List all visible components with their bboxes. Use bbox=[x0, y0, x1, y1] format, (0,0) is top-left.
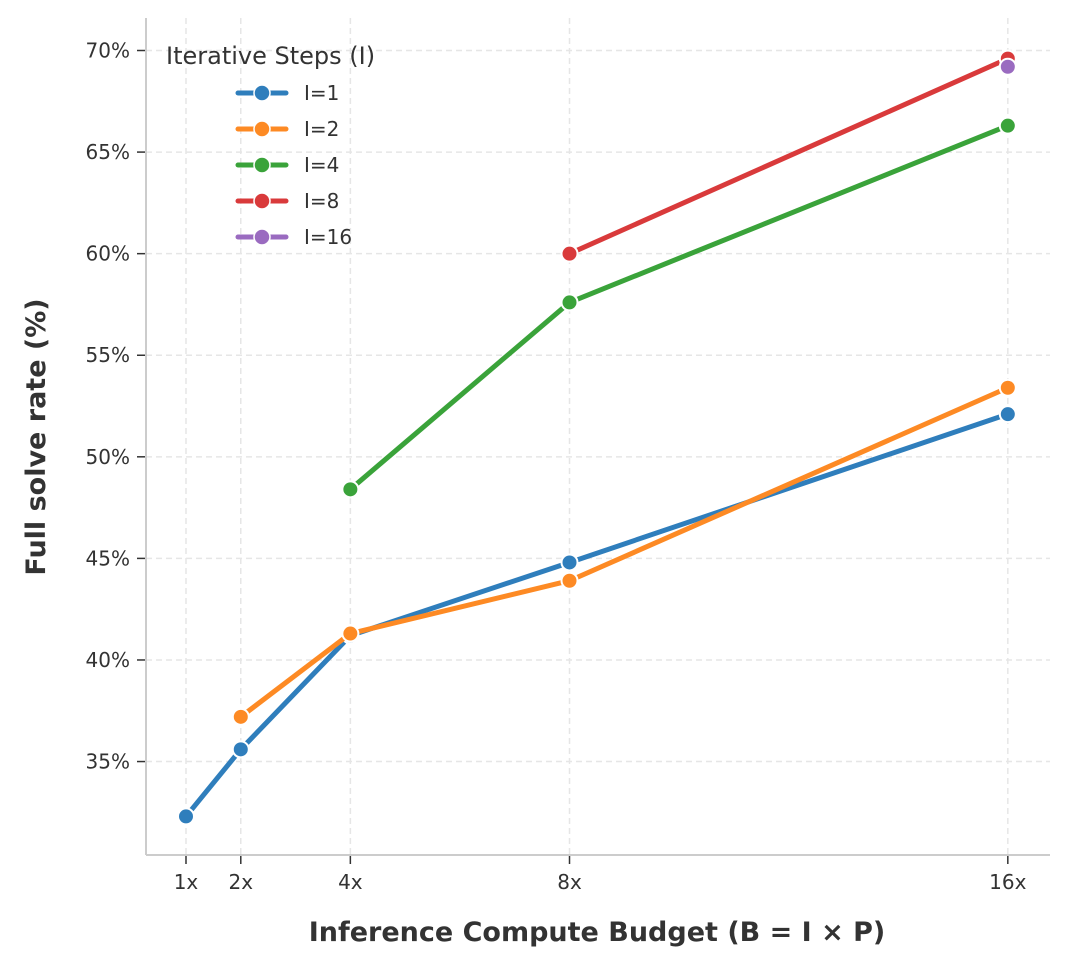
data-point bbox=[560, 293, 579, 312]
legend-title: Iterative Steps (I) bbox=[166, 42, 375, 70]
legend-label: I=16 bbox=[304, 225, 352, 249]
legend-label: I=1 bbox=[304, 81, 339, 105]
series-layer bbox=[176, 49, 1017, 826]
data-point bbox=[560, 553, 579, 572]
grid bbox=[146, 18, 1050, 855]
series-I=4 bbox=[341, 116, 1017, 499]
legend-label: I=8 bbox=[304, 189, 339, 213]
legend: Iterative Steps (I) I=1 I=2 I=4 I=8 I=16 bbox=[166, 42, 375, 249]
series-I=16 bbox=[998, 57, 1017, 76]
y-tick-label: 35% bbox=[86, 750, 130, 774]
data-point bbox=[341, 480, 360, 499]
legend-label: I=4 bbox=[304, 153, 339, 177]
legend-marker bbox=[253, 228, 271, 246]
series-line bbox=[239, 385, 1009, 719]
x-tick-label: 2x bbox=[229, 870, 254, 894]
series-line bbox=[348, 123, 1009, 492]
data-point bbox=[176, 807, 195, 826]
series-I=2 bbox=[231, 378, 1017, 726]
x-tick-label: 4x bbox=[338, 870, 363, 894]
legend-marker bbox=[253, 156, 271, 174]
y-tick-label: 65% bbox=[86, 140, 130, 164]
y-axis-label: Full solve rate (%) bbox=[21, 298, 52, 575]
y-tick-label: 55% bbox=[86, 343, 130, 367]
data-point bbox=[998, 378, 1017, 397]
x-tick-label: 1x bbox=[174, 870, 199, 894]
legend-label: I=2 bbox=[304, 117, 339, 141]
series-line bbox=[568, 56, 1009, 256]
y-tick-label: 70% bbox=[86, 39, 130, 63]
data-point bbox=[231, 707, 250, 726]
data-point bbox=[560, 244, 579, 263]
y-tick-label: 50% bbox=[86, 445, 130, 469]
series-line bbox=[184, 411, 1009, 818]
x-axis-label: Inference Compute Budget (B = I × P) bbox=[309, 917, 886, 948]
data-point bbox=[341, 624, 360, 643]
data-point bbox=[231, 740, 250, 759]
x-tick-label: 16x bbox=[989, 870, 1026, 894]
series-I=8 bbox=[560, 49, 1017, 263]
data-point bbox=[998, 116, 1017, 135]
legend-item-I=4: I=4 bbox=[235, 153, 339, 177]
y-tick-label: 60% bbox=[86, 242, 130, 266]
y-tick-label: 40% bbox=[86, 648, 130, 672]
legend-marker bbox=[253, 120, 271, 138]
legend-item-I=2: I=2 bbox=[235, 117, 339, 141]
data-point bbox=[560, 571, 579, 590]
y-tick-label: 45% bbox=[86, 546, 130, 570]
axes: 1x 2x 4x 8x 16x 35% 40% 45% 50% 55% 60% 65% 70% bbox=[86, 18, 1050, 894]
data-point bbox=[998, 405, 1017, 424]
legend-item-I=8: I=8 bbox=[235, 189, 339, 213]
legend-marker bbox=[253, 192, 271, 210]
legend-marker bbox=[253, 84, 271, 102]
x-tick-label: 8x bbox=[557, 870, 582, 894]
legend-item-I=1: I=1 bbox=[235, 81, 339, 105]
data-point bbox=[998, 57, 1017, 76]
legend-item-I=16: I=16 bbox=[235, 225, 352, 249]
